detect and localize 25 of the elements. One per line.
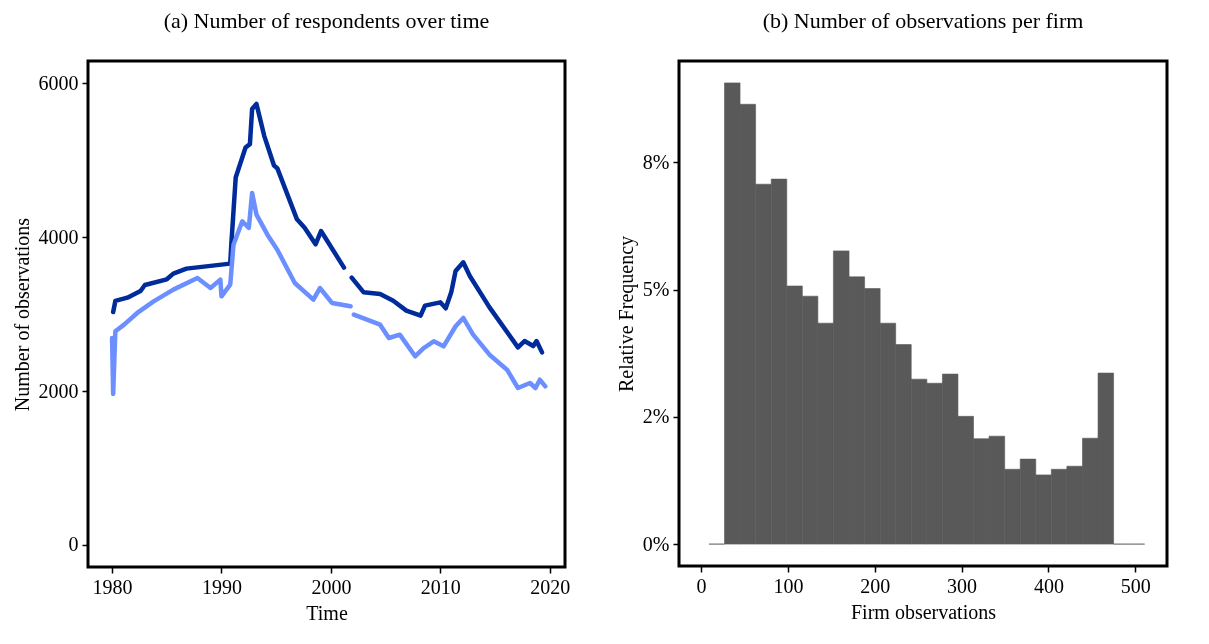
y-tick-label: 4000 (38, 225, 79, 248)
chart-title: (a) Number of respondents over time (163, 8, 490, 33)
y-tick-label: 2% (642, 405, 670, 428)
x-tick-label: 1990 (201, 575, 242, 598)
x-tick-label: 200 (860, 574, 891, 597)
x-tick-label: 2020 (530, 575, 571, 598)
chart-title: (b) Number of observations per firm (762, 8, 1084, 33)
y-tick-label: 6000 (38, 71, 79, 94)
y-tick-label: 5% (642, 278, 670, 301)
x-axis-title: Time (306, 601, 348, 624)
x-tick-label: 2010 (420, 575, 461, 598)
x-tick-label: 400 (1033, 574, 1064, 597)
y-axis-title: Number of observations (10, 217, 33, 412)
x-tick-label: 0 (696, 574, 707, 597)
x-tick-label: 500 (1120, 574, 1151, 597)
y-tick-label: 0% (642, 532, 670, 555)
x-tick-label: 300 (947, 574, 978, 597)
y-tick-label: 2000 (38, 379, 79, 402)
y-tick-label: 8% (642, 150, 670, 173)
x-tick-label: 1980 (92, 575, 133, 598)
x-axis-title: Firm observations (851, 600, 997, 623)
x-tick-label: 100 (773, 574, 804, 597)
y-tick-label: 0 (68, 533, 79, 556)
y-axis-title: Relative Frequency (614, 235, 638, 393)
x-tick-label: 2000 (311, 575, 352, 598)
